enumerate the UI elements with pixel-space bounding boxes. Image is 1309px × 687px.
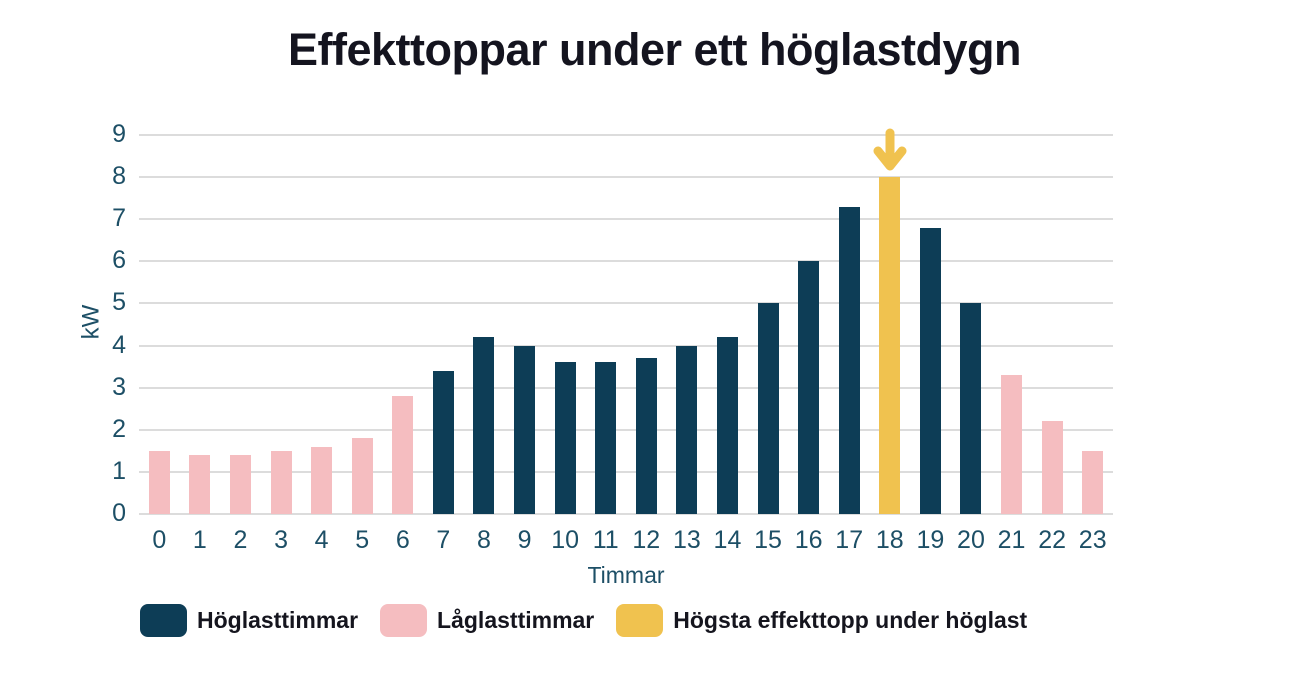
x-tick-label-12: 12: [632, 526, 661, 554]
bar-hour-18: [879, 177, 901, 514]
legend-item-high: Höglasttimmar: [140, 604, 358, 637]
x-tick-label-9: 9: [517, 526, 532, 554]
y-tick-label-5: 5: [112, 288, 126, 317]
x-tick-label-0: 0: [152, 526, 167, 554]
bar-hour-0: [148, 450, 170, 514]
bar-hour-10: [554, 362, 576, 514]
bar-hour-3: [270, 450, 292, 514]
peak-down-arrow-icon: [873, 128, 907, 171]
bar-hour-2: [229, 455, 251, 514]
bar-hour-19: [919, 227, 941, 514]
x-tick-label-13: 13: [672, 526, 701, 554]
legend-swatch-peak: [616, 604, 664, 637]
gridline-y-2: [139, 428, 1113, 431]
bar-hour-22: [1041, 421, 1063, 514]
bar-hour-16: [798, 261, 820, 514]
y-tick-label-4: 4: [112, 330, 126, 359]
x-tick-label-7: 7: [436, 526, 451, 554]
y-tick-label-2: 2: [112, 414, 126, 443]
x-tick-label-4: 4: [314, 526, 329, 554]
gridline-y-6: [139, 260, 1113, 263]
legend-item-peak: Högsta effekttopp under höglast: [616, 604, 1027, 637]
x-tick-label-11: 11: [592, 526, 619, 554]
legend-label-high: Höglasttimmar: [197, 607, 359, 633]
legend-swatch-high: [140, 604, 187, 637]
x-tick-label-14: 14: [713, 526, 742, 554]
bar-hour-23: [1082, 450, 1104, 514]
gridline-y-9: [139, 134, 1113, 136]
gridline-y-3: [139, 386, 1113, 389]
plot-area: [139, 128, 1113, 515]
legend-label-peak: Högsta effekttopp under höglast: [673, 607, 1028, 633]
gridline-y-7: [139, 218, 1113, 221]
x-tick-label-1: 1: [192, 526, 207, 554]
y-tick-label-1: 1: [112, 456, 126, 485]
x-tick-label-6: 6: [395, 526, 410, 554]
legend-item-low: Låglasttimmar: [380, 604, 594, 637]
x-tick-label-2: 2: [233, 526, 248, 554]
y-tick-label-3: 3: [112, 372, 126, 401]
x-axis-title: Timmar: [587, 562, 665, 588]
bar-hour-5: [351, 438, 373, 514]
gridline-y-0: [139, 513, 1113, 515]
bar-hour-14: [716, 337, 738, 514]
x-tick-label-8: 8: [477, 526, 491, 554]
x-tick-label-18: 18: [875, 526, 904, 554]
bar-hour-8: [473, 337, 495, 514]
x-tick-label-17: 17: [835, 526, 864, 554]
gridline-y-8: [139, 176, 1113, 179]
y-tick-label-8: 8: [112, 162, 126, 191]
y-tick-label-7: 7: [112, 204, 126, 233]
bar-hour-21: [1001, 375, 1023, 514]
chart-title: Effekttoppar under ett höglastdygn: [287, 24, 1022, 75]
y-tick-label-9: 9: [112, 120, 126, 148]
x-tick-label-16: 16: [794, 526, 823, 554]
x-tick-label-19: 19: [916, 526, 945, 554]
bar-hour-1: [189, 455, 211, 514]
bar-hour-7: [432, 370, 454, 514]
bar-hour-13: [676, 345, 698, 514]
x-tick-label-22: 22: [1038, 526, 1067, 554]
bar-hour-15: [757, 303, 779, 514]
y-axis-title: kW: [77, 304, 105, 340]
gridline-y-5: [139, 302, 1113, 305]
y-tick-label-0: 0: [112, 499, 126, 527]
bar-hour-9: [514, 345, 536, 514]
bar-hour-12: [635, 358, 657, 514]
gridline-y-1: [139, 470, 1113, 473]
bar-hour-11: [595, 362, 617, 514]
legend: Höglasttimmar Låglasttimmar Högsta effektt…: [140, 604, 1027, 637]
bar-hour-20: [960, 303, 982, 514]
bar-hour-17: [838, 206, 860, 514]
x-tick-label-15: 15: [754, 526, 782, 554]
legend-label-low: Låglasttimmar: [437, 607, 595, 633]
x-tick-label-20: 20: [957, 526, 985, 554]
legend-swatch-low: [380, 604, 428, 637]
gridline-y-4: [139, 344, 1113, 347]
x-tick-label-10: 10: [551, 526, 580, 554]
bar-hour-6: [392, 396, 414, 514]
bar-hour-4: [311, 446, 333, 514]
y-tick-label-6: 6: [112, 246, 126, 275]
x-tick-label-5: 5: [355, 526, 370, 554]
x-tick-label-3: 3: [274, 526, 288, 554]
x-tick-label-23: 23: [1078, 526, 1107, 554]
x-tick-label-21: 21: [997, 526, 1026, 554]
